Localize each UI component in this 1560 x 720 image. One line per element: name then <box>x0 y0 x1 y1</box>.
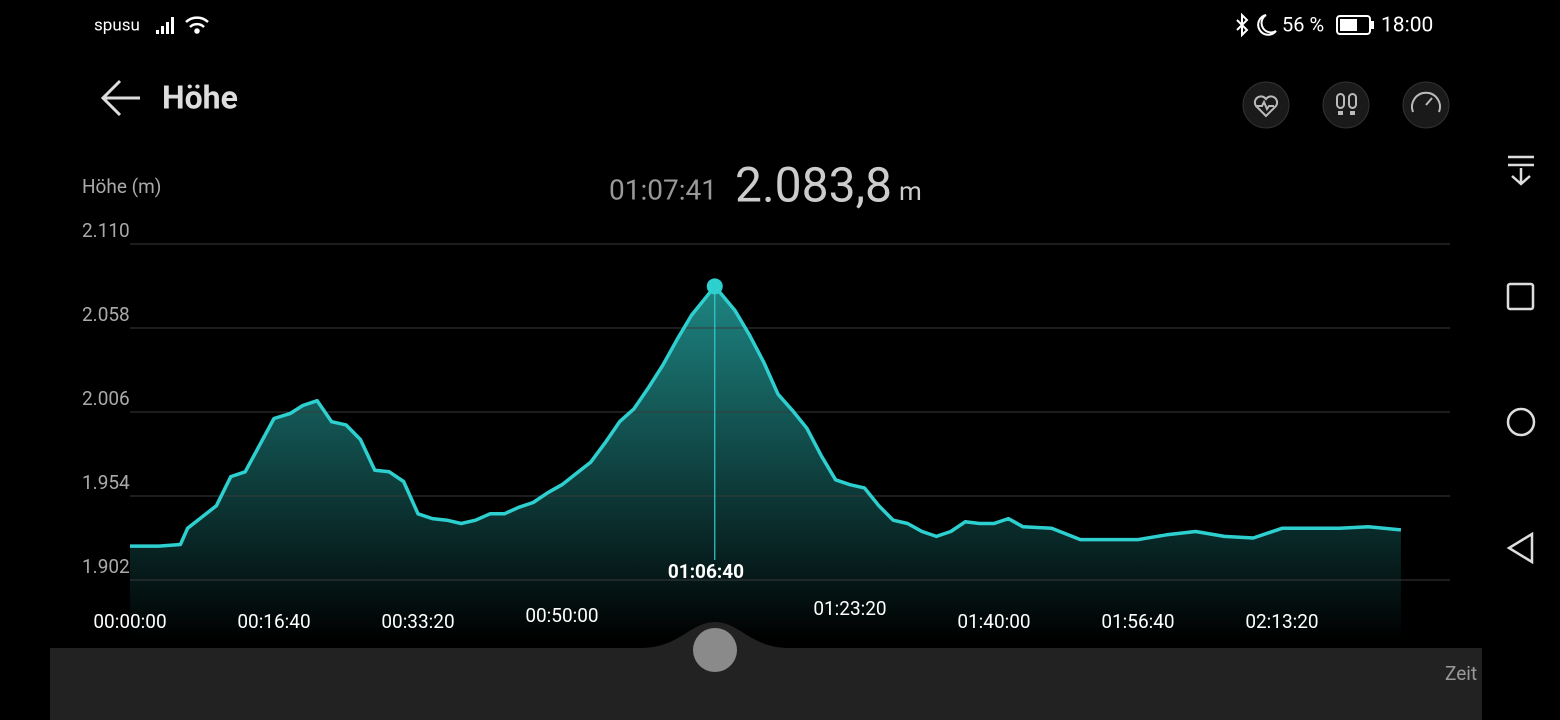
nav-bar <box>1506 155 1536 565</box>
selected-point <box>706 278 723 295</box>
y-tick-label: 2.058 <box>82 303 130 326</box>
readout-unit: m <box>899 177 922 207</box>
readout-value: 2.083,8 <box>735 157 892 214</box>
carrier: spusu <box>94 15 140 35</box>
x-tick-label: 00:16:40 <box>237 610 310 633</box>
x-tick-label: 00:00:00 <box>93 610 166 633</box>
plot: 1.902 1.954 2.006 2.058 2.110 00:00:00 00:16:4… <box>82 219 1450 640</box>
x-tick-label: 01:23:20 <box>813 597 886 620</box>
readout-time: 01:07:41 <box>609 173 717 206</box>
wifi-icon <box>185 16 209 34</box>
x-tick-label: 01:56:40 <box>1101 610 1174 633</box>
scrubber-panel <box>50 622 1482 720</box>
x-tick-label: 00:50:00 <box>525 604 598 627</box>
y-tick-label: 2.110 <box>82 219 130 242</box>
scrubber-knob[interactable] <box>693 628 737 672</box>
back-nav-button[interactable] <box>1506 531 1534 565</box>
y-axis-label: Höhe (m) <box>82 175 161 198</box>
heart-button[interactable] <box>1242 81 1290 129</box>
home-button[interactable] <box>1506 407 1536 437</box>
signal-icon <box>156 17 174 34</box>
line <box>130 284 1402 548</box>
x-axis-label: Zeit <box>1445 662 1477 685</box>
y-tick-label: 2.006 <box>82 387 130 410</box>
y-tick-label: 1.902 <box>82 555 130 578</box>
x-tick-label: 00:33:20 <box>381 610 454 633</box>
y-tick-label: 1.954 <box>82 471 130 494</box>
x-tick-label: 01:40:00 <box>957 610 1030 633</box>
battery-icon <box>1336 15 1374 35</box>
back-button[interactable] <box>100 79 140 117</box>
speed-button[interactable] <box>1402 81 1450 129</box>
x-tick-label: 01:06:40 <box>668 560 744 583</box>
area-fill <box>130 286 1401 640</box>
x-tick-label: 02:13:20 <box>1245 610 1318 633</box>
recents-button[interactable] <box>1506 282 1535 311</box>
moon-icon <box>1257 14 1277 36</box>
bluetooth-icon <box>1236 12 1249 38</box>
battery-text: 56 % <box>1282 12 1324 36</box>
page-title: Höhe <box>162 78 238 116</box>
clock: 18:00 <box>1381 14 1433 38</box>
steps-button[interactable] <box>1322 81 1370 129</box>
notification-button[interactable] <box>1508 155 1534 186</box>
